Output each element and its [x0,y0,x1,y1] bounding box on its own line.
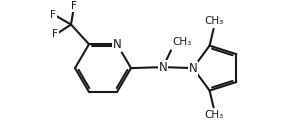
Text: CH₃: CH₃ [172,37,191,47]
Text: N: N [113,38,121,51]
Text: F: F [50,10,56,20]
Text: N: N [189,62,197,75]
Text: F: F [71,1,77,11]
Text: N: N [158,61,168,74]
Text: F: F [52,29,58,39]
Text: N: N [189,62,197,75]
Text: CH₃: CH₃ [204,16,223,26]
Text: CH₃: CH₃ [204,110,223,120]
